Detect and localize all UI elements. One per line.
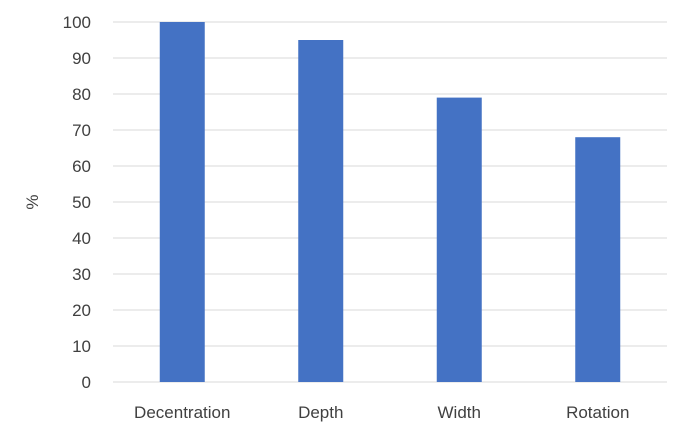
- grid-lines: [113, 21, 667, 383]
- x-tick-labels: Decentration Depth Width Rotation: [134, 403, 629, 422]
- bar-decentration: [159, 22, 205, 382]
- y-tick-label: 60: [72, 157, 91, 176]
- y-tick-labels: 0 10 20 30 40 50 60 70 80 90 100: [63, 13, 91, 392]
- bar-rotation: [575, 137, 621, 382]
- x-tick-label: Rotation: [566, 403, 629, 422]
- y-tick-label: 20: [72, 301, 91, 320]
- y-tick-label: 30: [72, 265, 91, 284]
- x-tick-label: Decentration: [134, 403, 230, 422]
- y-tick-label: 70: [72, 121, 91, 140]
- y-tick-label: 0: [82, 373, 91, 392]
- x-tick-label: Width: [438, 403, 481, 422]
- x-tick-label: Depth: [298, 403, 343, 422]
- bar-width: [436, 97, 482, 382]
- y-tick-label: 90: [72, 49, 91, 68]
- y-tick-label: 80: [72, 85, 91, 104]
- y-tick-label: 100: [63, 13, 91, 32]
- bars: [159, 22, 621, 382]
- y-tick-label: 50: [72, 193, 91, 212]
- bar-depth: [298, 40, 344, 382]
- y-tick-label: 40: [72, 229, 91, 248]
- y-tick-label: 10: [72, 337, 91, 356]
- y-axis-title: %: [23, 194, 42, 209]
